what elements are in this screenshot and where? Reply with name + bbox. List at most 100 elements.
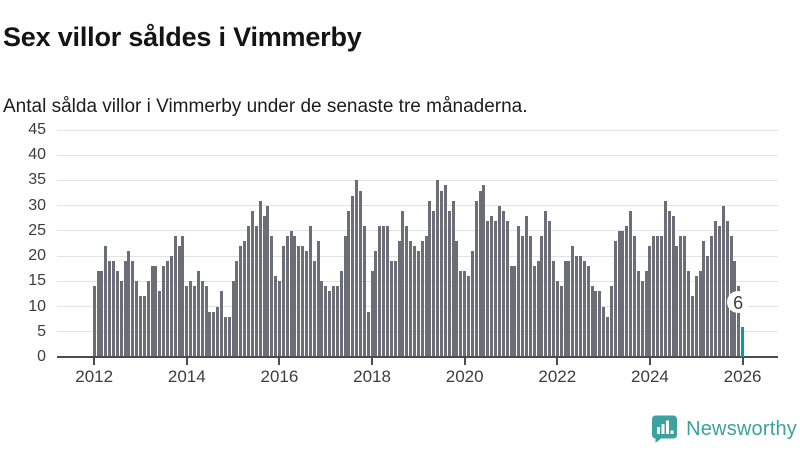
bar [123, 261, 127, 357]
bar [254, 225, 258, 357]
x-tick-label: 2016 [260, 367, 299, 386]
bar [339, 271, 343, 357]
bar [606, 316, 609, 357]
bar [455, 240, 459, 357]
bar [193, 286, 197, 357]
bar [652, 235, 656, 357]
bar [640, 281, 644, 357]
bar [687, 271, 691, 357]
bar [92, 286, 96, 357]
bar [548, 220, 552, 357]
bar [717, 225, 721, 357]
bar [494, 220, 498, 357]
bar [177, 246, 181, 357]
page-title: Sex villor såldes i Vimmerby [3, 22, 362, 53]
bar [401, 210, 405, 357]
bar [555, 281, 559, 357]
bar [656, 235, 660, 357]
bar [486, 220, 490, 357]
x-axis-tick [278, 358, 281, 365]
gridline [57, 154, 778, 156]
y-tick-label: 5 [37, 322, 46, 340]
bar [478, 190, 482, 357]
bar [536, 261, 540, 357]
x-axis-line [57, 356, 778, 358]
bar [316, 240, 320, 357]
bar [135, 281, 139, 357]
bar [386, 225, 389, 357]
bar [108, 261, 112, 357]
bar [139, 296, 142, 357]
bar [104, 246, 108, 357]
bar [474, 200, 478, 357]
bar [389, 261, 393, 357]
bar [301, 246, 305, 357]
bar [320, 281, 324, 357]
bar [609, 286, 613, 357]
bar [142, 296, 146, 357]
bar [96, 271, 100, 357]
bar [578, 256, 582, 357]
bar [297, 246, 301, 357]
bar [200, 281, 204, 357]
bar [185, 286, 189, 357]
x-axis-tick [741, 358, 744, 365]
y-tick-label: 0 [37, 348, 46, 365]
bar [351, 195, 355, 357]
bar [358, 190, 362, 357]
x-tick-label: 2018 [353, 367, 391, 386]
bar [613, 240, 617, 357]
bar [355, 180, 359, 357]
bar [721, 205, 725, 357]
x-axis-tick [556, 358, 559, 365]
bar [420, 240, 424, 357]
bar [625, 225, 629, 357]
bar [111, 261, 115, 357]
y-tick-label: 30 [28, 196, 46, 214]
bar [424, 235, 428, 357]
bar [544, 210, 548, 357]
bar [633, 235, 637, 357]
gridline [57, 230, 778, 232]
bar [582, 261, 586, 357]
bar [335, 286, 339, 357]
bar [524, 215, 528, 357]
bar [563, 261, 567, 357]
bar [158, 291, 162, 357]
bar [505, 220, 509, 357]
bar [501, 210, 505, 357]
bar [497, 205, 501, 357]
bar [308, 225, 312, 357]
bar [281, 246, 285, 357]
x-axis-tick [371, 358, 374, 365]
x-tick-label: 2020 [445, 367, 484, 386]
bar [285, 235, 289, 357]
newsworthy-wordmark: Newsworthy [686, 417, 797, 440]
bar [521, 235, 525, 357]
bar [227, 316, 231, 357]
bar [482, 185, 486, 357]
bar [208, 311, 212, 357]
bar [196, 271, 200, 357]
bar [440, 190, 444, 357]
bar [517, 225, 521, 357]
gridline [57, 129, 778, 131]
bar [459, 271, 463, 357]
bar [660, 235, 664, 357]
newsworthy-speech-bubble-chart-icon [651, 414, 678, 444]
bar [289, 230, 293, 357]
bar [636, 271, 640, 357]
bar [366, 311, 370, 357]
bar [393, 261, 397, 357]
bar [374, 251, 378, 357]
bar [266, 205, 270, 357]
bar [679, 235, 683, 357]
y-tick-label: 10 [28, 297, 46, 315]
bar [189, 281, 193, 357]
bar [644, 271, 648, 357]
bar [370, 271, 374, 357]
bar [590, 286, 594, 357]
bar [347, 210, 351, 357]
bar [235, 261, 239, 357]
